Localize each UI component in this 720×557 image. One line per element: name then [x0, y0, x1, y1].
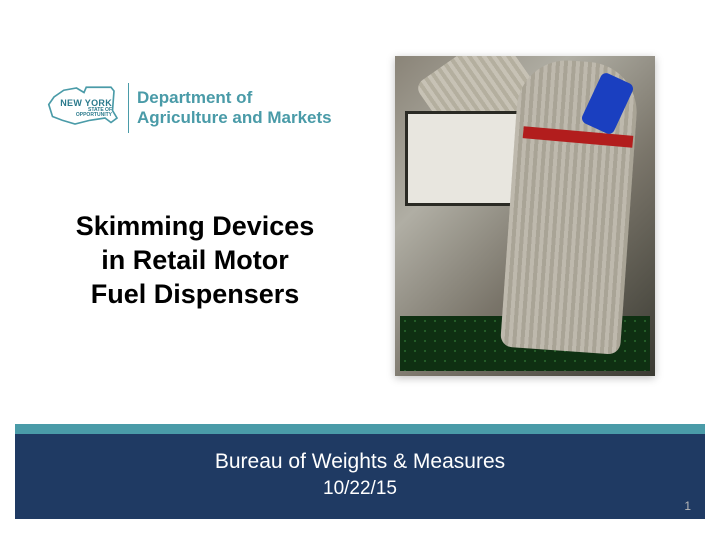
logo-divider [128, 83, 129, 133]
dept-line-2: Agriculture and Markets [137, 108, 332, 128]
state-tagline-2: OPPORTUNITY [60, 113, 112, 118]
hero-photo [395, 56, 655, 376]
content-area: NEW YORK STATE OF OPPORTUNITY Department… [0, 0, 720, 400]
teal-accent-bar [15, 424, 705, 434]
page-number: 1 [684, 499, 691, 513]
department-name: Department of Agriculture and Markets [137, 88, 332, 128]
title-line-1: Skimming Devices [45, 210, 345, 244]
photo-illustration [395, 56, 655, 376]
presentation-date: 10/22/15 [15, 478, 705, 500]
ny-state-outline-icon: NEW YORK STATE OF OPPORTUNITY [45, 80, 120, 135]
dept-line-1: Department of [137, 88, 332, 108]
presentation-title: Skimming Devices in Retail Motor Fuel Di… [45, 210, 345, 311]
title-line-3: Fuel Dispensers [45, 278, 345, 312]
white-panel-icon [405, 111, 525, 206]
bureau-name: Bureau of Weights & Measures [15, 450, 705, 474]
footer-content: Bureau of Weights & Measures 10/22/15 1 [15, 434, 705, 519]
title-line-2: in Retail Motor [45, 244, 345, 278]
ny-state-labels: NEW YORK STATE OF OPPORTUNITY [60, 98, 112, 118]
agency-logo: NEW YORK STATE OF OPPORTUNITY Department… [45, 80, 332, 135]
footer-band: Bureau of Weights & Measures 10/22/15 1 [15, 424, 705, 519]
